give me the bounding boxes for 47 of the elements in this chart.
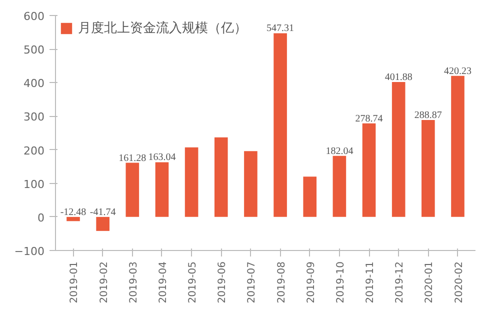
bar [274,33,287,217]
y-tick-label: 200 [24,144,45,158]
bar [303,176,317,217]
data-label: 401.88 [384,72,412,84]
bar [362,123,376,217]
y-tick-label: 0 [38,211,44,224]
x-tick-label: 2019-06 [217,261,228,304]
bar [66,216,80,222]
y-tick-label: 100 [24,178,45,191]
data-label: 278.74 [355,113,383,124]
data-label: 182.04 [326,146,354,157]
x-tick-label: 2019-05 [188,261,199,304]
x-tick-label: 2019-11 [365,261,376,304]
bar [96,216,110,231]
bar [332,156,346,217]
y-tick-label: 500 [24,44,45,57]
data-label: 288.87 [414,110,442,121]
bar [244,151,258,217]
data-label: 161.28 [118,152,146,164]
bar [451,76,464,217]
data-label: 547.31 [266,23,294,34]
y-tick-label: −100 [14,245,45,258]
x-tick-label: 2019-03 [128,261,140,304]
y-tick-label: 600 [24,10,45,23]
bar [184,147,198,217]
data-label: 420.23 [444,66,472,77]
x-tick-label: 2019-09 [306,261,317,304]
x-tick-label: 2019-08 [276,261,288,304]
data-label: -12.48 [60,206,86,218]
data-label: 163.04 [148,152,176,164]
data-label: -41.74 [90,206,116,218]
y-tick-label: 400 [24,77,45,90]
x-tick-label: 2019-02 [98,261,110,304]
x-tick-label: 2019-12 [394,261,406,304]
x-tick-label: 2020-02 [454,261,465,304]
bar [126,162,140,217]
bar [392,82,406,217]
x-tick-label: 2019-10 [335,261,346,304]
bar [155,162,169,217]
x-tick-label: 2019-04 [158,261,169,304]
x-tick-label: 2020-01 [424,261,436,304]
y-tick-label: 300 [24,110,45,124]
legend-label: 月度北上资金流入规模（亿） [78,20,247,37]
x-tick-label: 2019-01 [69,261,80,304]
x-tick-label: 2019-07 [246,261,258,304]
bar [214,137,228,217]
bar [422,120,435,217]
